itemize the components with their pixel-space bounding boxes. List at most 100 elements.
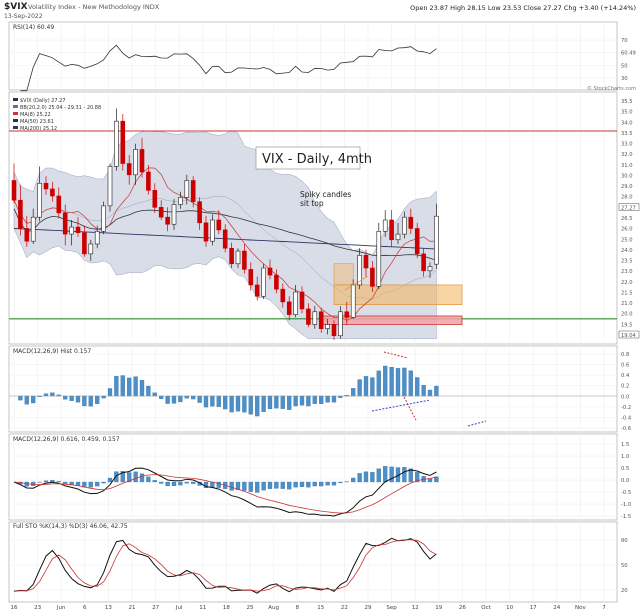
axis-tick-label: 70 [621,38,628,44]
price-tick-label: 19.5 [621,322,633,328]
x-axis-label: 6 [83,605,87,611]
macd2-hist-bar [191,481,196,484]
x-axis-label: Aug [268,605,279,611]
macd-hist-bar [50,392,55,397]
macd-hist-bar [216,395,221,407]
macd-hist-label: MACD(12,26,9) Hist 0.157 [13,348,91,355]
candle [107,163,113,212]
macd-hist-bar [69,395,74,401]
macd2-hist-bar [389,466,394,483]
macd2-hist-bar [402,467,407,483]
candle [126,155,132,185]
macd2-hist-bar [338,481,343,484]
x-axis-label: Nov [575,605,586,611]
red-divergence-line [383,351,409,359]
macd2-hist-bar [434,476,439,483]
x-axis-label: 8 [295,605,299,611]
price-tick-label: 30.0 [621,173,633,179]
macd2-hist-bar [159,481,164,484]
ohlc-readout: Open 23.87 High 28.15 Low 23.53 Close 27… [410,4,636,12]
macd-hist-bar [293,395,298,407]
macd2-hist-bar [114,471,119,483]
axis-tick-label: -1.0 [621,502,631,508]
axis-tick-label: 0.2 [621,384,629,390]
candle [133,143,138,185]
orange-trend-arrow [344,275,369,291]
macd2-hist-bar [325,481,330,486]
chart-symbol: $VIX [4,2,28,12]
macd-hist-bar [434,385,439,397]
macd2-hist-bar [312,481,317,487]
candle-body [318,311,324,330]
candle [376,222,382,290]
candle [421,248,426,277]
macd-hist-bar [319,395,324,404]
macd2-hist-bar [351,477,356,483]
note-line: sit top [300,199,324,208]
macd2-hist-bar [229,481,234,491]
x-axis-label: 7 [602,605,606,611]
macd2-hist-bar [95,481,100,487]
candle [165,207,170,232]
candle [280,283,286,308]
candle-body [178,197,183,205]
x-axis-label: 25 [247,605,254,611]
candle [101,201,106,235]
macd-hist-bar [274,395,279,409]
candle-body [210,219,215,242]
macd-hist-bar [280,395,285,409]
macd2-hist-bar [370,472,375,483]
macd2-hist-bar [56,481,61,483]
signal-line [13,474,437,514]
candle-body [235,250,241,265]
sto-k-line [13,537,437,594]
legend-entry: $VIX (Daily) 27.27 [20,98,66,104]
legend-entry: MA(50) 23.61 [20,119,54,125]
macd2-hist-bar [31,481,36,486]
macd-hist-bar [357,379,362,397]
price-tick-label: 23.5 [621,259,633,265]
legend-swatch [13,98,18,101]
note-annotation: Spiky candles sit top [300,190,351,208]
candle [158,200,164,220]
macd2-hist-bar [242,481,247,491]
axis-tick-label: 60.49 [621,51,636,57]
macd-hist-bar [191,395,196,400]
macd2-hist-bar [127,472,132,483]
price-tick-label: 21.5 [621,290,633,296]
candle-body [408,216,414,229]
x-axis-label: 22 [341,605,348,611]
candle [344,301,350,325]
axis-tick-label: 50 [621,63,628,69]
candle-body [248,269,254,286]
macd2-hist-bar [306,481,311,488]
legend-swatch [13,105,18,108]
axis-tick-label: 0.8 [621,352,629,358]
candle-body [421,253,426,272]
axis-tick-label: 20 [621,588,628,594]
macd2-hist-bar [184,481,189,484]
macd2-hist-bar [261,481,266,491]
candle-body [267,267,273,276]
candle-body [261,267,266,297]
candle-body [165,216,170,225]
axis-tick-label: -0.6 [621,426,631,432]
macd-hist-bar [203,395,209,408]
macd2-hist-bar [280,481,285,489]
macd-hist-bar [107,388,113,397]
price-tick-label: 35.0 [621,110,633,116]
macd-hist-bar [287,395,292,410]
candle-body [56,195,62,214]
candle-body [312,311,318,325]
price-tick-label: 35.5 [621,99,633,105]
macd-hist-bar [299,395,305,406]
macd2-hist-bar [50,480,55,483]
macd-hist-bar [255,395,260,417]
candle [370,260,375,292]
candle [120,114,126,171]
candle [94,225,100,249]
axis-tick-label: 50 [621,563,628,569]
candle-body [69,226,74,235]
rsi-label: RSI(14) 60.49 [13,24,54,31]
